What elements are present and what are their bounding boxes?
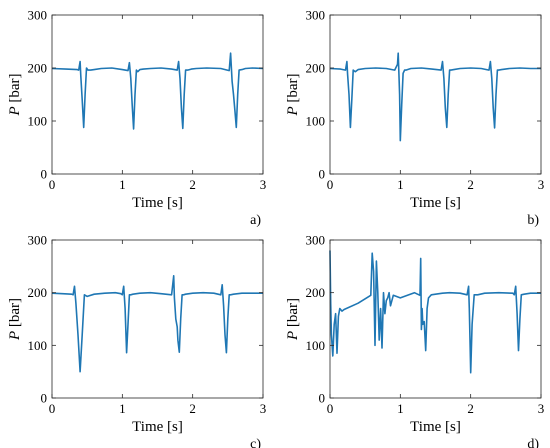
y-tick-label: 0 (319, 391, 326, 406)
y-tick-label: 100 (306, 114, 326, 129)
panel-label: c) (250, 437, 261, 448)
x-tick-label: 0 (327, 177, 334, 192)
y-tick-label: 100 (28, 338, 48, 353)
x-tick-label: 0 (327, 401, 334, 416)
x-axis-label: Time [s] (132, 195, 183, 211)
panel-a: 0 1 2 3 0 100 200 300 Time [s] P [bar] a) (7, 8, 266, 229)
axes-frame (51, 239, 264, 399)
panel-label: d) (527, 437, 539, 448)
x-tick-label: 3 (538, 401, 545, 416)
y-axis-label: P [bar] (7, 298, 23, 341)
y-axis-label-unit: [bar] (7, 298, 23, 331)
y-tick-label: 300 (306, 233, 326, 248)
x-tick-label: 0 (49, 177, 56, 192)
x-axis-label: Time [s] (410, 419, 461, 435)
axes-frame (329, 239, 542, 399)
x-tick-label: 2 (189, 401, 196, 416)
y-tick-label: 100 (28, 114, 48, 129)
x-axis-label: Time [s] (132, 419, 183, 435)
y-axis-label-unit: [bar] (285, 73, 301, 106)
y-axis-label: P [bar] (7, 73, 23, 116)
y-axis-label-symbol: P (7, 106, 23, 116)
panel-d: 0 1 2 3 0 100 200 300 Time [s] P [bar] d) (285, 233, 544, 448)
y-axis-label: P [bar] (285, 298, 301, 341)
y-tick-label: 0 (41, 391, 48, 406)
y-axis-label-unit: [bar] (7, 73, 23, 106)
x-tick-label: 1 (119, 177, 126, 192)
x-tick-label: 3 (260, 177, 267, 192)
y-tick-label: 0 (41, 167, 48, 182)
pressure-series-line (329, 250, 541, 374)
y-axis-label-symbol: P (7, 331, 23, 341)
x-tick-label: 3 (260, 401, 267, 416)
y-tick-label: 200 (306, 61, 326, 76)
y-axis-label-symbol: P (285, 106, 301, 116)
y-axis-label: P [bar] (285, 73, 301, 116)
axes-frame (51, 14, 264, 175)
x-tick-label: 1 (397, 401, 404, 416)
y-axis-label-symbol: P (285, 331, 301, 341)
x-tick-label: 3 (538, 177, 545, 192)
y-tick-label: 200 (306, 285, 326, 300)
panel-label: b) (527, 213, 539, 228)
x-tick-label: 2 (467, 401, 474, 416)
panel-label: a) (250, 213, 261, 228)
y-tick-label: 300 (28, 8, 48, 23)
panel-c: 0 1 2 3 0 100 200 300 Time [s] P [bar] c) (7, 233, 266, 448)
y-tick-label: 300 (306, 8, 326, 23)
y-tick-label: 200 (28, 285, 48, 300)
x-tick-label: 0 (49, 401, 56, 416)
x-tick-label: 2 (189, 177, 196, 192)
pressure-series-line (329, 52, 541, 142)
x-tick-label: 1 (397, 177, 404, 192)
y-tick-label: 0 (319, 167, 326, 182)
pressure-series-line (51, 52, 264, 130)
axes-frame (329, 14, 542, 175)
x-tick-label: 2 (467, 177, 474, 192)
y-tick-label: 200 (28, 61, 48, 76)
pressure-series-line (51, 274, 263, 373)
x-tick-label: 1 (119, 401, 126, 416)
y-tick-label: 300 (28, 233, 48, 248)
panel-b: 0 1 2 3 0 100 200 300 Time [s] P [bar] b) (285, 8, 544, 229)
y-tick-label: 100 (306, 338, 326, 353)
x-axis-label: Time [s] (410, 195, 461, 211)
y-axis-label-unit: [bar] (285, 298, 301, 331)
